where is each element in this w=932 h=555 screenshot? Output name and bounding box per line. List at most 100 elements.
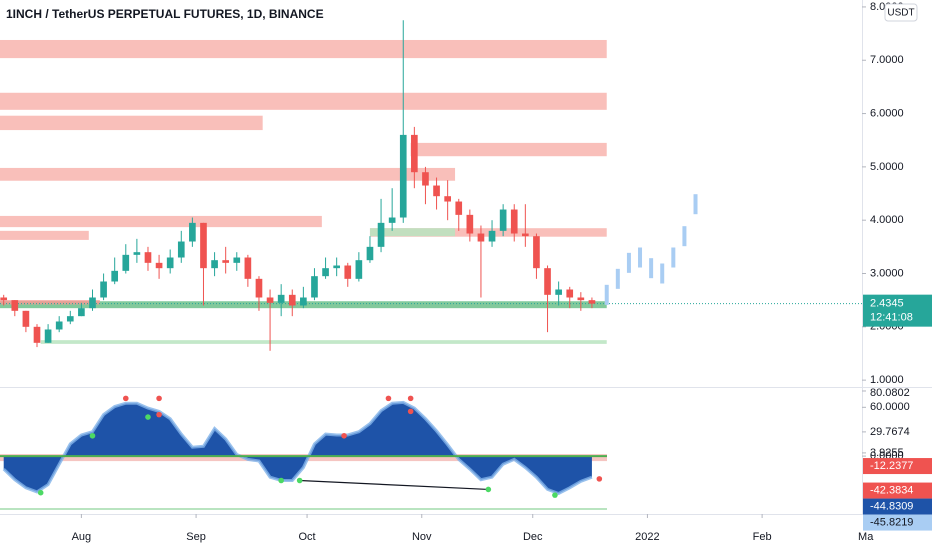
candle-body: [488, 230, 496, 242]
candle-body: [477, 233, 485, 242]
candle-body: [588, 300, 596, 304]
signal-dot: [596, 476, 603, 482]
x-tick-label: 2022: [635, 531, 659, 543]
zone: [0, 39, 607, 59]
y-tick-label: 1.0000: [870, 374, 904, 386]
zone: [410, 142, 607, 157]
x-tick-label: Dec: [523, 531, 543, 543]
candle-body: [189, 222, 196, 242]
candle-body: [22, 310, 30, 327]
value-badge-label: -42.3834: [870, 484, 913, 496]
candle-body: [522, 233, 529, 237]
signal-dot: [37, 489, 44, 496]
projection-bar: [660, 263, 665, 284]
y-tick-label: 60.0000: [870, 401, 910, 413]
candle-body: [166, 257, 174, 269]
candle-body: [11, 300, 19, 311]
zone: [0, 215, 322, 228]
signal-dot: [156, 395, 162, 402]
candle-body: [89, 297, 96, 309]
candle-body: [366, 246, 374, 261]
candle-body: [255, 278, 263, 298]
candle-body: [244, 257, 252, 279]
value-badge: [863, 498, 932, 515]
signal-dot: [407, 395, 414, 402]
candle-body: [78, 308, 85, 317]
value-badge: [863, 458, 932, 475]
candle-body: [544, 268, 551, 295]
zone: [0, 115, 263, 131]
zone: [369, 228, 456, 237]
candle-body: [177, 241, 185, 258]
candle-body: [144, 252, 152, 263]
candle-body: [66, 316, 74, 322]
candle-body: [377, 222, 385, 247]
projection-bar: [638, 247, 643, 268]
candle-body: [510, 209, 518, 234]
candle-body: [277, 294, 285, 303]
candle-body: [466, 214, 474, 234]
candle-body: [44, 329, 52, 343]
signal-dot: [156, 411, 162, 418]
y-tick-label: 29.7674: [870, 426, 910, 438]
candle-body: [555, 289, 562, 295]
signal-dot: [145, 414, 151, 420]
projection-bar: [682, 226, 687, 247]
signal-dot: [296, 477, 303, 484]
oscillator-edge: [2, 400, 593, 496]
candle-body: [577, 297, 585, 301]
candle-body: [455, 201, 463, 215]
projection-bar: [671, 247, 676, 268]
oscillator-area: [3, 402, 592, 494]
candle-body: [33, 326, 41, 343]
zone: [0, 230, 89, 240]
candle-body: [444, 196, 451, 202]
y-tick-label: 4.0000: [870, 214, 904, 226]
y-tick-label: 3.0000: [870, 267, 904, 279]
candle-body: [0, 297, 8, 301]
zone: [0, 92, 607, 110]
candle-body: [55, 321, 63, 330]
candle-body: [200, 222, 207, 269]
candle-body: [566, 289, 574, 298]
candle-body: [311, 276, 318, 298]
candle-body: [211, 260, 218, 269]
currency-badge[interactable]: [884, 3, 918, 22]
zone: [0, 300, 100, 305]
zone: [369, 228, 607, 237]
candle-body: [266, 297, 274, 303]
signal-dot: [89, 432, 96, 439]
candle-body: [322, 268, 329, 277]
x-tick-label: Ma: [858, 531, 874, 543]
candle-body: [499, 209, 507, 231]
signal-dot: [385, 395, 392, 402]
y-tick-label: 80.0802: [870, 387, 910, 399]
candle-body: [288, 294, 296, 306]
candle-body: [433, 185, 440, 197]
candle-body: [222, 260, 230, 263]
y-tick-label: 5.0000: [870, 161, 904, 173]
signal-dot: [407, 408, 414, 415]
zone: [40, 340, 607, 344]
candle-body: [533, 236, 540, 269]
value-badge-label: -12.2377: [870, 460, 913, 472]
x-tick-label: Feb: [753, 531, 772, 543]
candle-body: [155, 262, 163, 269]
candle-body: [100, 281, 107, 298]
candle-body: [344, 265, 352, 279]
signal-dot: [485, 486, 492, 493]
signal-dot: [278, 477, 284, 484]
y-tick-label: 7.0000: [870, 54, 904, 66]
zone: [0, 167, 456, 181]
signal-dot: [122, 395, 129, 402]
y-tick-label: 6.0000: [870, 107, 904, 119]
signal-dot: [552, 492, 558, 498]
projection-bar: [615, 268, 620, 289]
projection-bar: [604, 284, 609, 305]
x-tick-label: Aug: [72, 531, 92, 543]
last-price-label: 2.4345: [870, 298, 904, 310]
candle-body: [133, 252, 141, 255]
projection-bar: [626, 252, 631, 273]
candle-body: [333, 265, 340, 269]
